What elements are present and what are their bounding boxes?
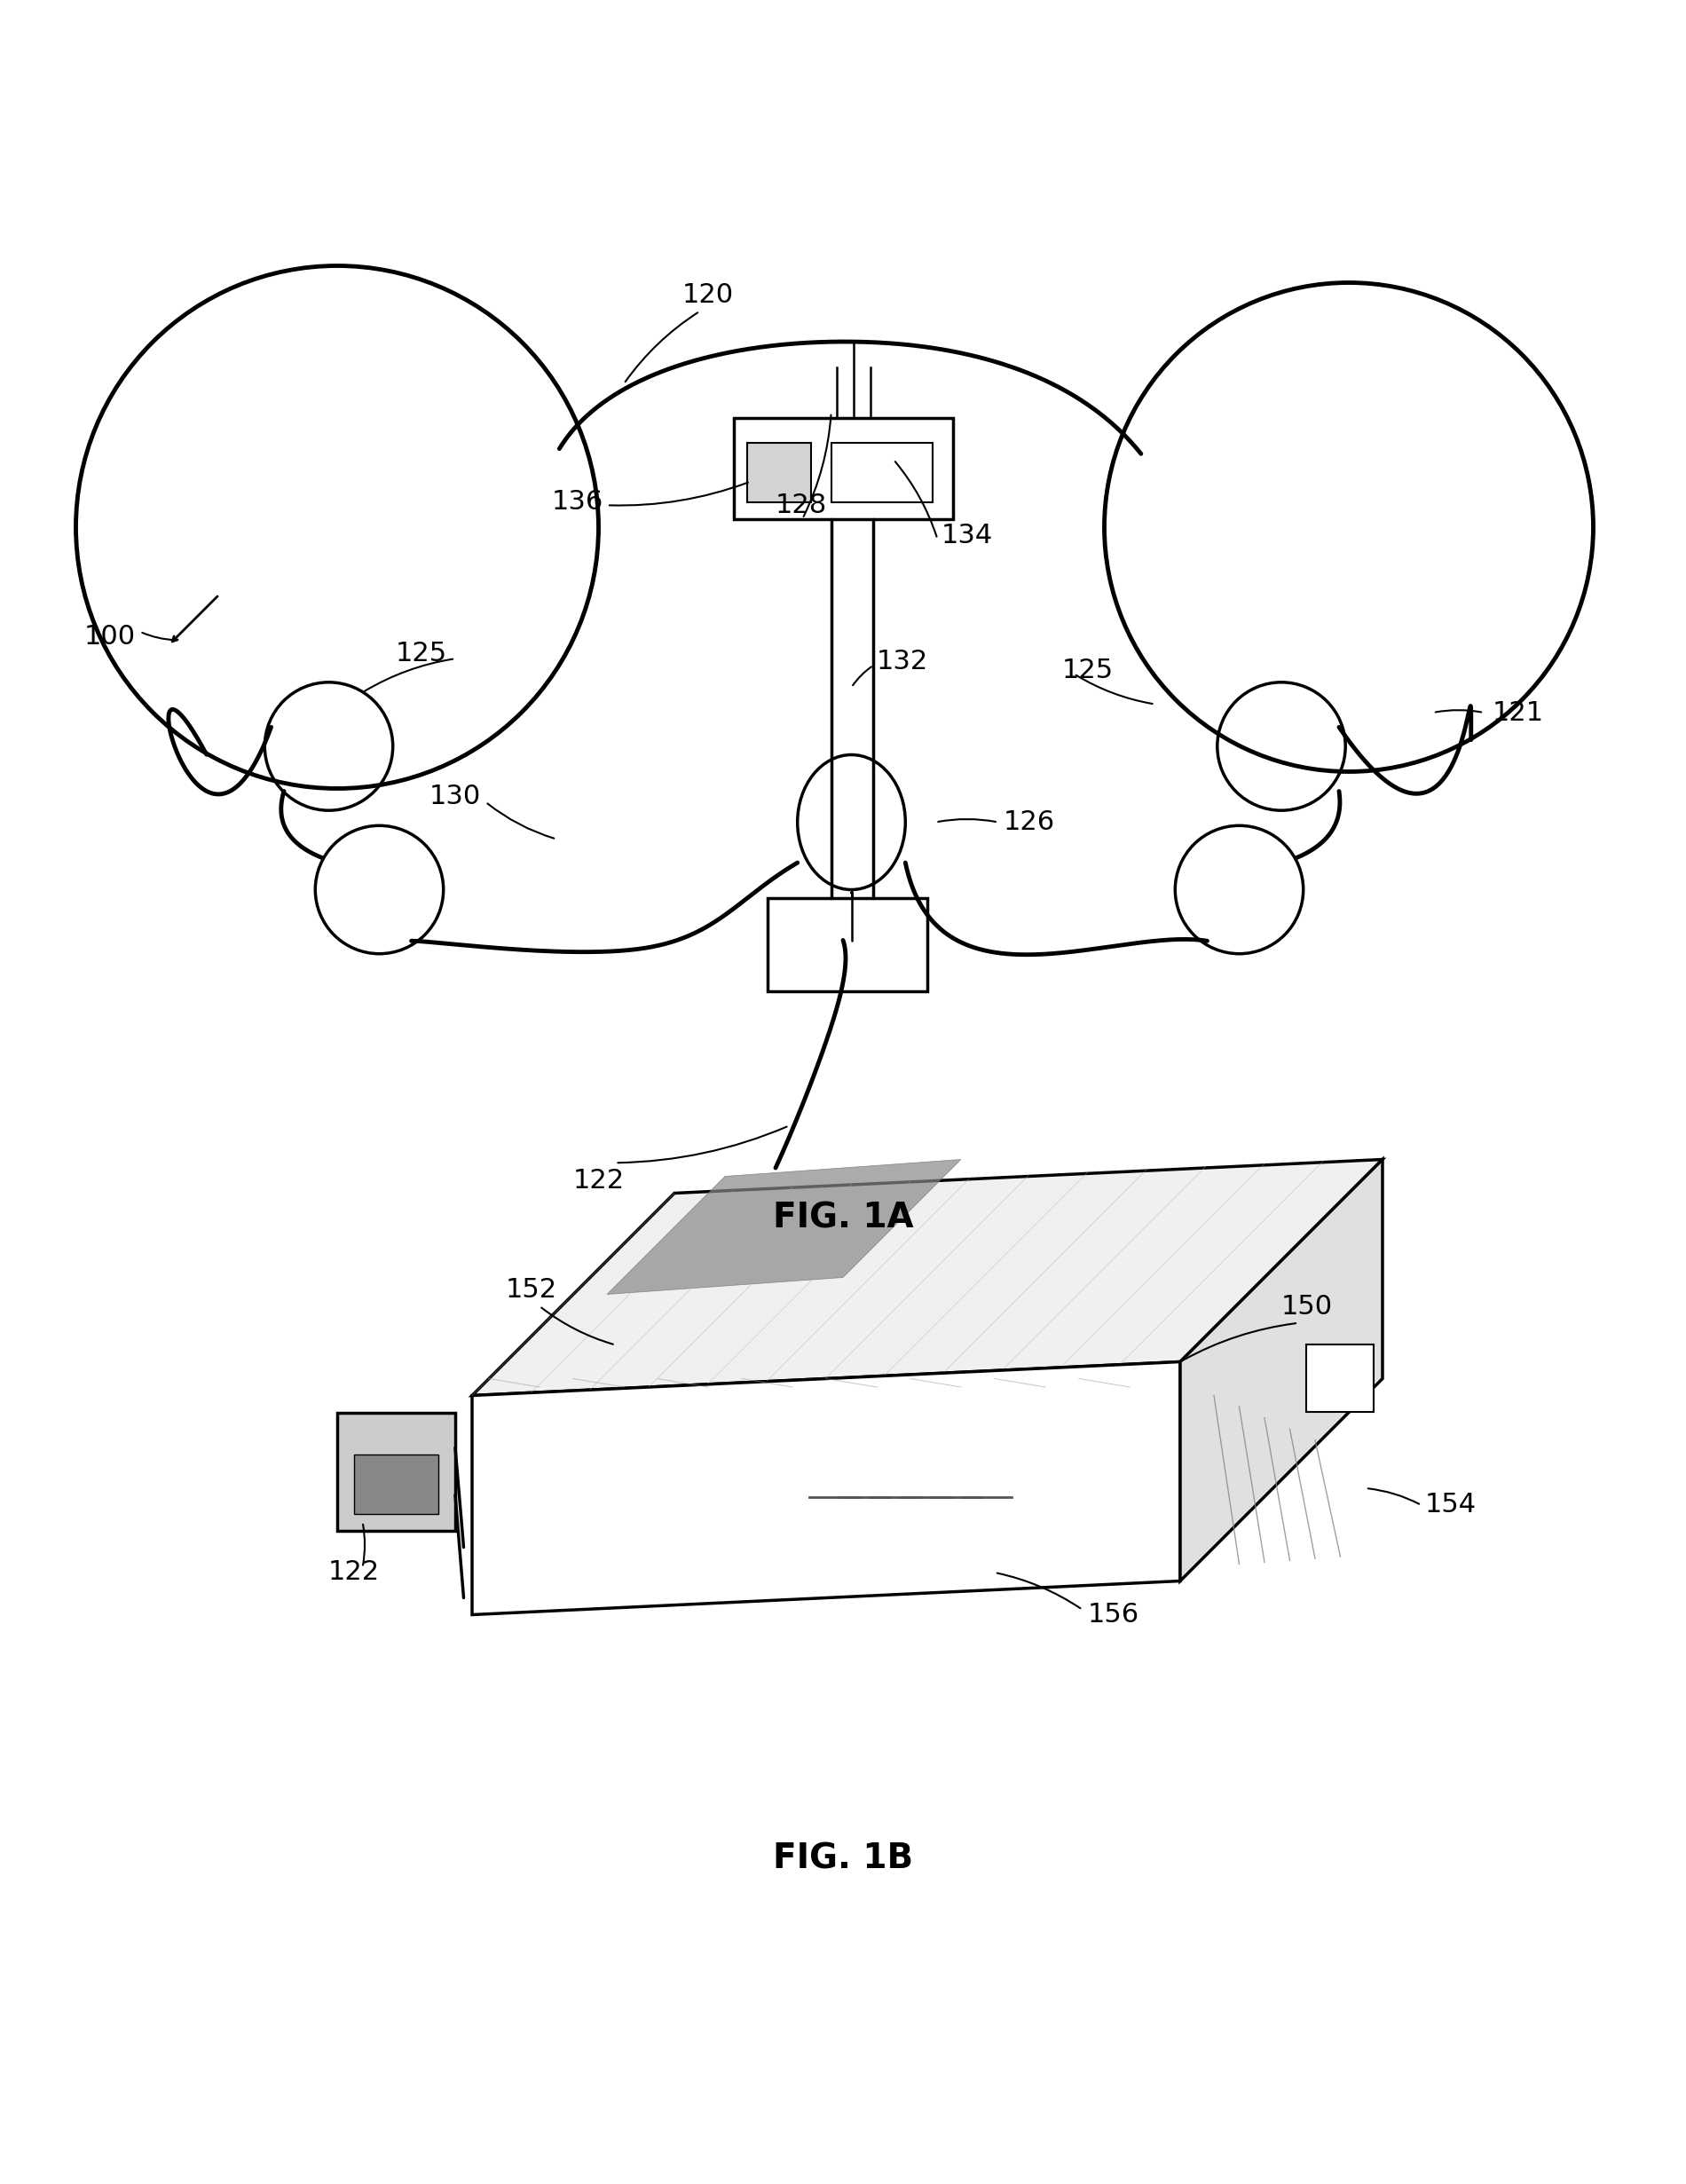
Text: 121: 121 xyxy=(1492,699,1544,725)
Text: 134: 134 xyxy=(941,522,993,548)
Text: 130: 130 xyxy=(428,784,481,810)
Text: 132: 132 xyxy=(877,649,929,675)
Bar xyxy=(733,417,953,520)
Bar xyxy=(354,1455,438,1514)
Text: 126: 126 xyxy=(1003,810,1055,834)
Text: 152: 152 xyxy=(506,1278,556,1304)
Text: 122: 122 xyxy=(329,1559,379,1586)
Text: 150: 150 xyxy=(1281,1293,1332,1319)
Text: 154: 154 xyxy=(1425,1492,1477,1518)
Bar xyxy=(831,443,932,502)
Text: 125: 125 xyxy=(1062,657,1114,684)
Polygon shape xyxy=(472,1160,1383,1396)
Text: 122: 122 xyxy=(573,1168,624,1195)
Text: 128: 128 xyxy=(776,494,826,520)
Bar xyxy=(1307,1345,1374,1413)
Text: 100: 100 xyxy=(84,625,135,649)
Text: 125: 125 xyxy=(395,640,447,666)
Bar xyxy=(747,443,811,502)
Bar xyxy=(767,898,927,992)
Text: 136: 136 xyxy=(551,489,604,515)
Text: FIG. 1A: FIG. 1A xyxy=(772,1201,914,1236)
Polygon shape xyxy=(607,1160,961,1295)
Text: 120: 120 xyxy=(683,282,733,308)
Polygon shape xyxy=(472,1363,1180,1614)
Bar xyxy=(337,1413,455,1531)
Text: 156: 156 xyxy=(1087,1601,1140,1627)
Text: FIG. 1B: FIG. 1B xyxy=(772,1843,914,1876)
Polygon shape xyxy=(1180,1160,1383,1581)
